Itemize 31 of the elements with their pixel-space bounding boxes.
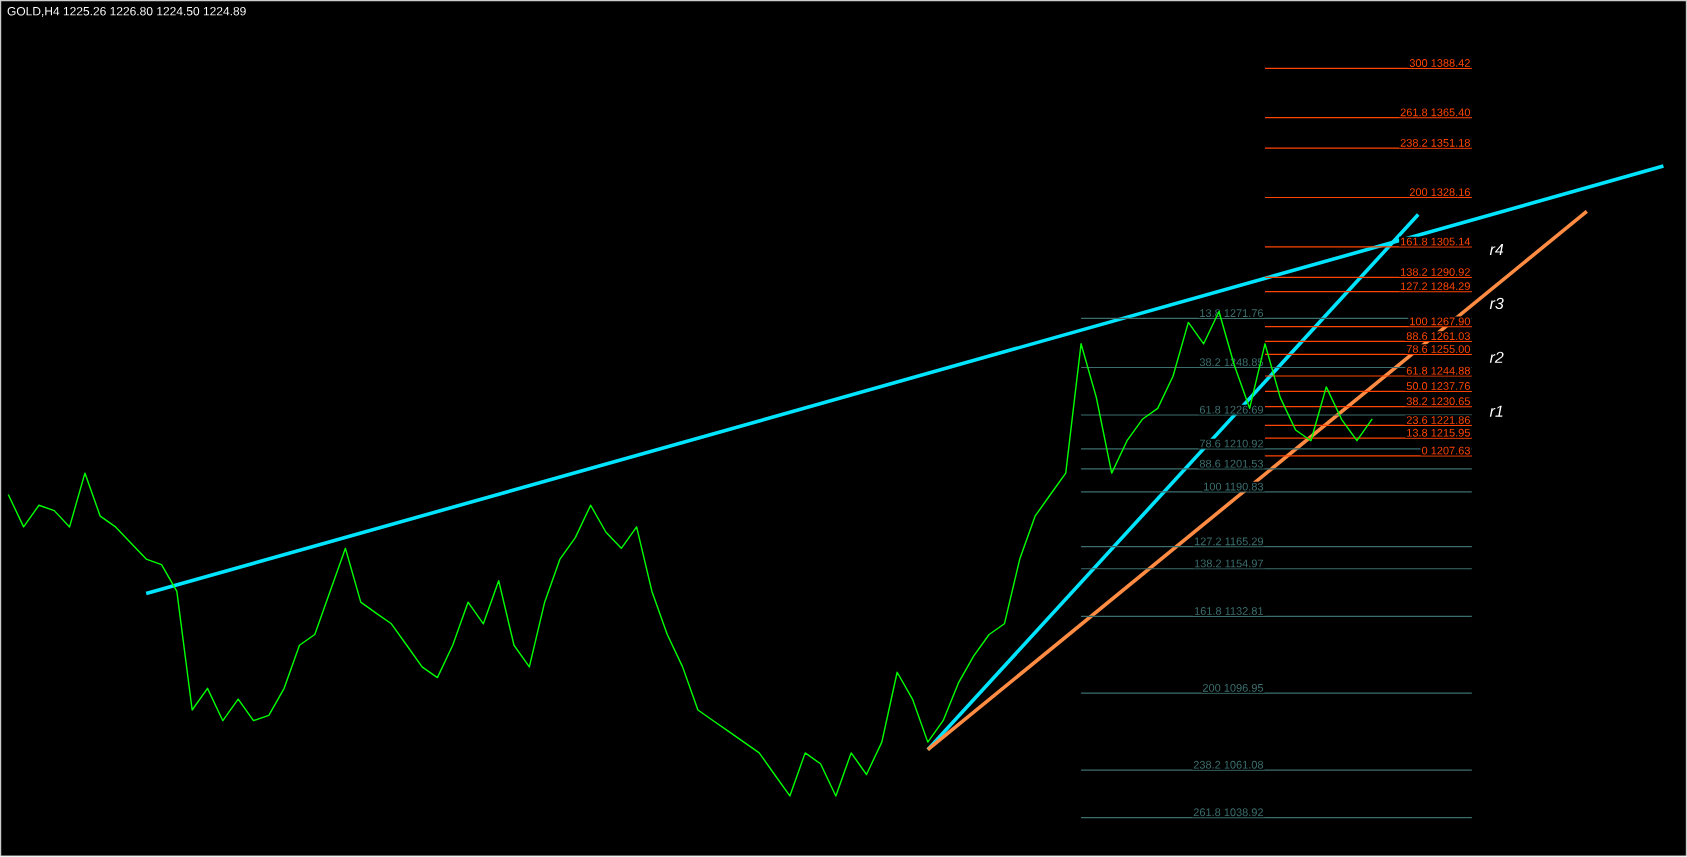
annotation: r1 [1489, 405, 1503, 417]
ref-line-label: 13.8 1215.95 [1407, 429, 1470, 437]
ref-line-label: 161.8 1305.14 [1401, 237, 1471, 246]
ref-line-label: 88.6 1201.53 [1199, 459, 1264, 468]
ref-line-label: 238.2 1061.08 [1193, 761, 1264, 769]
annotation: r4 [1489, 244, 1504, 256]
ref-line-label: 127.2 1165.29 [1194, 537, 1264, 546]
ref-line-label: 100 1190.83 [1204, 482, 1264, 491]
ref-line-label: 138.2 1290.92 [1401, 268, 1470, 277]
ref-line-label: 23.6 1221.86 [1406, 416, 1470, 425]
ref-line-label: 78.6 1255.00 [1406, 345, 1470, 354]
chart-title: GOLD,H4 1225.26 1226.80 1224.50 1224.89 [7, 7, 246, 18]
ref-line-label: 261.8 1038.92 [1193, 808, 1263, 817]
ref-line-label: 78.6 1210.92 [1199, 439, 1263, 448]
ref-line-label: 38.2 1230.65 [1406, 397, 1470, 406]
ref-line-label: 300 1388.42 [1409, 59, 1470, 68]
annotation: r2 [1489, 351, 1504, 364]
ref-line-label: 200 1096.95 [1202, 684, 1264, 692]
ref-line-label: 261.8 1365.40 [1400, 108, 1470, 117]
ref-line-label: 127.2 1284.29 [1401, 282, 1470, 291]
ref-line-label: 61.8 1244.88 [1406, 367, 1470, 375]
annotation: r3 [1489, 297, 1504, 310]
ref-line-label: 138.2 1154.97 [1194, 559, 1264, 568]
ref-line-label: 50.0 1237.76 [1406, 382, 1470, 391]
ref-line-label: 161.8 1132.81 [1194, 607, 1264, 616]
ref-line-label: 100 1267.90 [1410, 317, 1470, 326]
ref-line-label: 200 1328.16 [1409, 188, 1470, 197]
ref-line-label: 88.6 1261.03 [1406, 332, 1470, 341]
ref-line-label: 61.8 1226.69 [1199, 406, 1264, 414]
ref-line-label: 0 1207.63 [1421, 446, 1470, 455]
ref-line-label: 238.2 1351.18 [1400, 139, 1470, 147]
